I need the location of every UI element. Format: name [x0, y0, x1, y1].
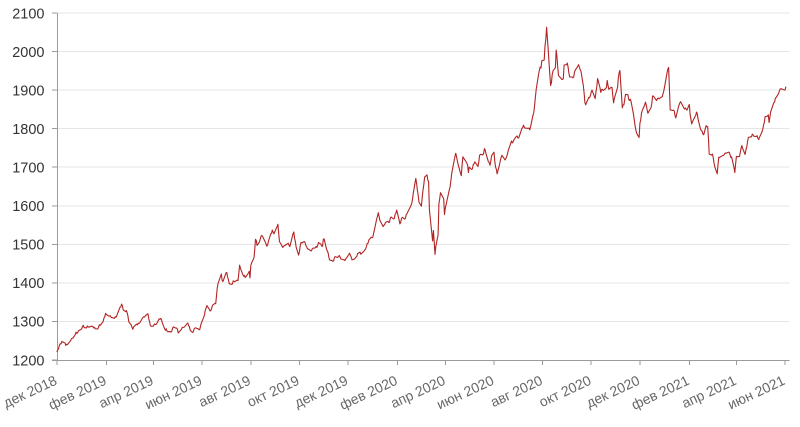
svg-text:1400: 1400 — [12, 276, 44, 292]
svg-text:1300: 1300 — [12, 315, 44, 331]
svg-text:фев 2019: фев 2019 — [46, 372, 109, 413]
svg-text:1700: 1700 — [12, 161, 44, 177]
svg-text:2000: 2000 — [12, 45, 44, 61]
svg-text:1600: 1600 — [12, 199, 44, 215]
svg-text:1800: 1800 — [12, 122, 44, 138]
svg-text:авг 2020: авг 2020 — [488, 372, 545, 410]
svg-text:авг 2019: авг 2019 — [196, 372, 253, 410]
svg-text:1200: 1200 — [12, 353, 44, 369]
svg-text:фев 2020: фев 2020 — [337, 372, 400, 413]
svg-text:окт 2020: окт 2020 — [536, 372, 593, 410]
svg-text:1900: 1900 — [12, 83, 44, 99]
svg-text:фев 2021: фев 2021 — [629, 372, 692, 413]
svg-text:окт 2019: окт 2019 — [245, 372, 302, 410]
svg-text:1500: 1500 — [12, 238, 44, 254]
svg-text:2100: 2100 — [12, 6, 44, 22]
